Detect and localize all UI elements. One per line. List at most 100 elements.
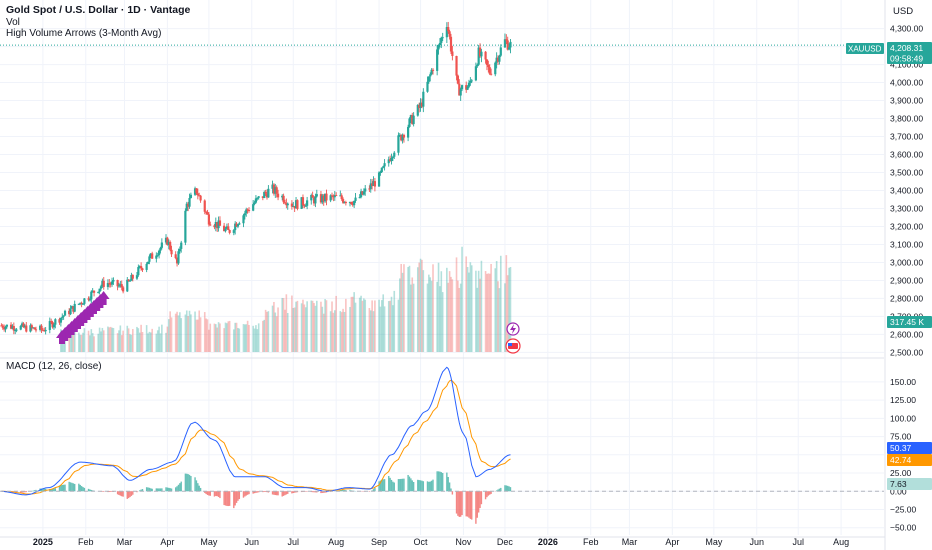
candle-body	[458, 83, 461, 96]
time-tick-label: Jun	[245, 537, 260, 547]
candle-body	[276, 193, 280, 198]
candle-body	[146, 261, 150, 264]
macd-histogram-bar	[345, 490, 347, 492]
volume-bar	[469, 262, 472, 352]
macd-histogram-bar	[461, 491, 463, 516]
volume-bar	[382, 294, 385, 352]
price-tick-label: 4,300.00	[890, 24, 923, 34]
macd-histogram-bar	[188, 474, 191, 492]
macd-histogram-bar	[90, 489, 93, 492]
macd-histogram-bar	[263, 491, 265, 492]
candle-body	[189, 194, 193, 199]
macd-histogram-bar	[267, 491, 270, 493]
macd-histogram-bar	[206, 491, 209, 495]
macd-histogram	[0, 471, 512, 524]
macd-histogram-bar	[509, 487, 512, 492]
volume-bar	[421, 259, 423, 352]
last-price-badge	[887, 42, 932, 64]
volume-bar	[399, 278, 401, 352]
candle-body	[321, 195, 324, 203]
volume-bar	[363, 298, 365, 352]
macd-line	[1, 366, 511, 496]
candle-body	[411, 115, 414, 125]
high-volume-arrow-stem	[100, 299, 107, 305]
candle-body	[52, 324, 56, 328]
arrows-indicator-label[interactable]: High Volume Arrows (3-Month Avg)	[6, 28, 162, 39]
volume-bar	[176, 311, 178, 352]
high-volume-arrow-stem	[62, 335, 69, 341]
candle-body	[117, 285, 121, 287]
volume-bar	[411, 277, 414, 352]
volume-bar	[68, 328, 70, 352]
macd-histogram-bar	[155, 488, 158, 492]
candle-body	[496, 57, 500, 62]
price-tick-label: 3,400.00	[890, 185, 923, 195]
candle-body	[235, 223, 238, 227]
candle-body	[488, 67, 491, 74]
candle-body	[418, 104, 421, 108]
candle-body	[81, 303, 85, 305]
volume-bar	[244, 324, 246, 352]
time-tick-label: Jul	[288, 537, 300, 547]
macd-histogram-bar	[489, 491, 491, 495]
volume-bar	[137, 328, 140, 352]
volume-bar	[199, 317, 202, 352]
macd-histogram-bar	[15, 491, 18, 493]
time-tick-label: Apr	[665, 537, 679, 547]
candle-body	[58, 319, 61, 323]
candle-body	[214, 222, 217, 228]
volume-bar	[246, 320, 249, 352]
candle-body	[353, 200, 356, 206]
volume-bar	[216, 327, 218, 352]
candle-body	[0, 325, 3, 327]
volume-bar	[311, 300, 314, 352]
currency-label[interactable]: USD	[893, 6, 914, 17]
volume-bar	[155, 333, 158, 352]
macd-histogram-bar	[432, 479, 434, 492]
candle-body	[368, 188, 371, 190]
candle-body	[160, 242, 163, 248]
macd-histogram-bar	[227, 491, 229, 507]
candle-body	[184, 210, 187, 243]
macd-histogram-bar	[89, 489, 91, 492]
candle-body	[77, 303, 80, 305]
macd-histogram-bar	[284, 491, 286, 496]
candle-body	[50, 321, 53, 323]
candle-body	[440, 37, 443, 43]
candle-body	[1, 325, 4, 328]
macd-histogram-bar	[132, 491, 134, 495]
candle-body	[72, 306, 75, 312]
macd-histogram-bar	[428, 481, 430, 492]
volume-bar	[93, 336, 95, 352]
candle-body	[236, 224, 240, 227]
candle-body	[157, 250, 161, 256]
high-volume-arrow-stem	[65, 332, 72, 338]
volume-bar	[107, 326, 109, 352]
time-tick-label: Nov	[455, 537, 472, 547]
volume-bar	[140, 324, 142, 352]
macd-title[interactable]: MACD (12, 26, close)	[6, 361, 102, 372]
price-tick-label: 3,700.00	[890, 132, 923, 142]
macd-histogram-bar	[500, 487, 502, 492]
candle-body	[138, 266, 141, 268]
volume-bar	[284, 309, 286, 352]
volume-bar	[91, 333, 94, 352]
candle-body	[44, 329, 47, 332]
candle-body	[339, 195, 342, 197]
macd-histogram-bar	[87, 488, 90, 492]
volume-indicator-label[interactable]: Vol	[6, 17, 20, 28]
volume-bar	[108, 327, 111, 352]
macd-histogram-bar	[417, 479, 419, 492]
macd-histogram-bar	[24, 491, 26, 493]
signal-value-badge	[887, 454, 932, 466]
macd-histogram-bar	[101, 491, 104, 492]
volume-bar	[257, 323, 260, 352]
volume-bar	[476, 287, 479, 352]
time-tick-label: 2025	[33, 537, 53, 547]
candle-body	[503, 39, 507, 48]
macd-histogram-bar	[418, 480, 420, 492]
candle-body	[106, 283, 110, 287]
candle-body	[344, 202, 347, 204]
macd-histogram-bar	[43, 488, 45, 492]
